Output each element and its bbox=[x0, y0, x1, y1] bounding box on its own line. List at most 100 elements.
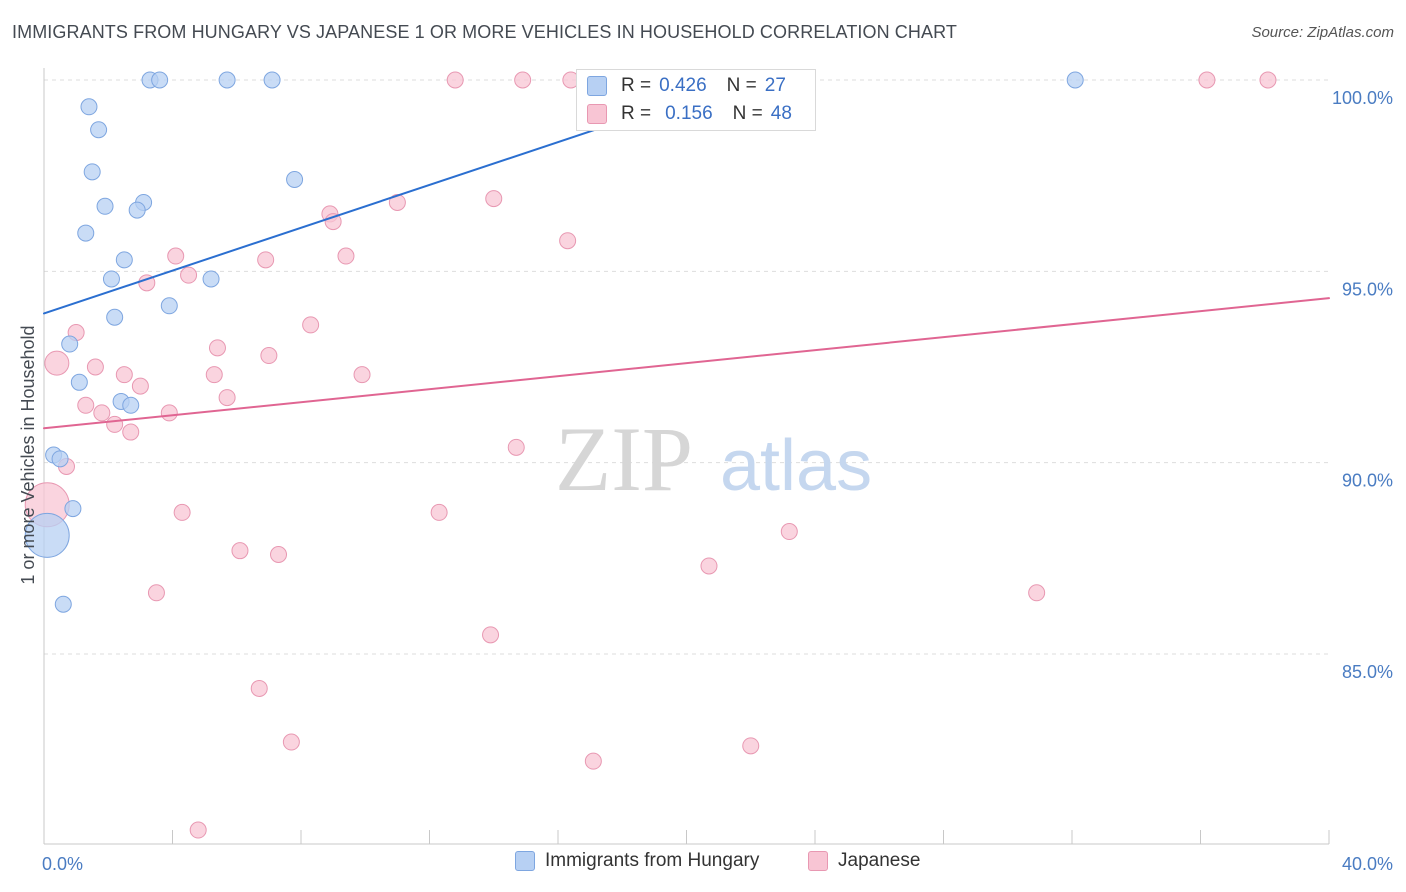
point-japanese-24[interactable] bbox=[131, 377, 149, 395]
point-hungary-23[interactable] bbox=[51, 450, 69, 468]
point-japanese-46[interactable] bbox=[584, 752, 602, 770]
legend-n-label: N = bbox=[726, 75, 757, 96]
x-tick-label-0: 0.0% bbox=[42, 854, 83, 874]
y-tick-label-1: 95.0% bbox=[1342, 279, 1393, 299]
point-japanese-41[interactable] bbox=[1028, 584, 1046, 602]
point-japanese-4[interactable] bbox=[1259, 71, 1277, 89]
point-hungary-21[interactable] bbox=[122, 396, 140, 414]
point-japanese-31[interactable] bbox=[507, 438, 525, 456]
axes bbox=[43, 68, 1330, 845]
point-japanese-43[interactable] bbox=[250, 679, 268, 697]
source-label: Source: ZipAtlas.com bbox=[1251, 24, 1394, 41]
point-japanese-6[interactable] bbox=[388, 193, 406, 211]
series-legend: Immigrants from Hungary Japanese bbox=[0, 850, 1406, 880]
point-japanese-5[interactable] bbox=[485, 190, 503, 208]
point-japanese-40[interactable] bbox=[147, 584, 165, 602]
legend-row-hungary: R = 0.426 N = 27 bbox=[587, 75, 786, 97]
point-japanese-26[interactable] bbox=[77, 396, 95, 414]
point-hungary-3[interactable] bbox=[263, 71, 281, 89]
chart-title: IMMIGRANTS FROM HUNGARY VS JAPANESE 1 OR… bbox=[12, 22, 957, 42]
point-japanese-25[interactable] bbox=[218, 389, 236, 407]
legend-r-value: 0.156 bbox=[665, 103, 713, 124]
point-hungary-7[interactable] bbox=[83, 163, 101, 181]
point-japanese-17[interactable] bbox=[208, 339, 226, 357]
point-japanese-45[interactable] bbox=[742, 737, 760, 755]
point-hungary-25[interactable] bbox=[24, 512, 70, 558]
point-japanese-22[interactable] bbox=[205, 366, 223, 384]
point-hungary-10[interactable] bbox=[96, 197, 114, 215]
legend-r-label: R = bbox=[621, 103, 652, 124]
point-japanese-47[interactable] bbox=[189, 821, 207, 839]
point-hungary-2[interactable] bbox=[218, 71, 236, 89]
tick-labels: 100.0% 95.0% 90.0% 85.0% 0.0% 40.0% bbox=[42, 88, 1393, 874]
point-hungary-16[interactable] bbox=[160, 297, 178, 315]
point-japanese-38[interactable] bbox=[270, 546, 288, 564]
point-hungary-18[interactable] bbox=[61, 335, 79, 353]
legend-label-hungary: Immigrants from Hungary bbox=[545, 850, 760, 871]
trend-lines bbox=[43, 79, 1330, 430]
point-japanese-29[interactable] bbox=[106, 415, 124, 433]
grid-lines bbox=[44, 79, 1329, 655]
point-japanese-44[interactable] bbox=[282, 733, 300, 751]
x-tick-label-1: 40.0% bbox=[1342, 854, 1393, 874]
y-axis-label: 1 or more Vehicles in Household bbox=[18, 325, 38, 584]
point-hungary-17[interactable] bbox=[106, 308, 124, 326]
legend-n-value: 48 bbox=[770, 103, 792, 124]
point-japanese-35[interactable] bbox=[430, 503, 448, 521]
point-japanese-23[interactable] bbox=[353, 366, 371, 384]
correlation-legend: R = 0.426 N = 27 R = 0.156 N = 48 bbox=[576, 69, 816, 131]
point-japanese-30[interactable] bbox=[122, 423, 140, 441]
point-japanese-10[interactable] bbox=[167, 247, 185, 265]
point-hungary-19[interactable] bbox=[70, 373, 88, 391]
point-japanese-28[interactable] bbox=[160, 404, 178, 422]
legend-swatch-hungary bbox=[587, 76, 607, 96]
point-japanese-3[interactable] bbox=[1198, 71, 1216, 89]
legend-r-label: R = bbox=[621, 75, 652, 96]
point-hungary-24[interactable] bbox=[64, 500, 82, 518]
point-japanese-15[interactable] bbox=[302, 316, 320, 334]
point-hungary-1[interactable] bbox=[151, 71, 169, 89]
point-japanese-0[interactable] bbox=[446, 71, 464, 89]
y-tick-label-3: 85.0% bbox=[1342, 662, 1393, 682]
point-japanese-20[interactable] bbox=[86, 358, 104, 376]
legend-item-hungary[interactable]: Immigrants from Hungary bbox=[515, 850, 759, 872]
legend-item-japanese[interactable]: Japanese bbox=[808, 850, 920, 872]
point-hungary-12[interactable] bbox=[77, 224, 95, 242]
point-japanese-18[interactable] bbox=[260, 347, 278, 365]
legend-n-label: N = bbox=[732, 103, 763, 124]
trend-line-japanese bbox=[43, 297, 1330, 430]
point-japanese-39[interactable] bbox=[700, 557, 718, 575]
point-hungary-5[interactable] bbox=[80, 98, 98, 116]
point-hungary-4[interactable] bbox=[1066, 71, 1084, 89]
legend-row-japanese: R = 0.156 N = 48 bbox=[587, 103, 792, 125]
legend-r-value: 0.426 bbox=[659, 75, 707, 96]
point-japanese-1[interactable] bbox=[514, 71, 532, 89]
legend-n-value: 27 bbox=[764, 75, 786, 96]
point-japanese-34[interactable] bbox=[173, 503, 191, 521]
point-japanese-42[interactable] bbox=[482, 626, 500, 644]
point-hungary-6[interactable] bbox=[90, 121, 108, 139]
point-japanese-19[interactable] bbox=[44, 350, 70, 376]
point-hungary-14[interactable] bbox=[102, 270, 120, 288]
point-hungary-8[interactable] bbox=[286, 170, 304, 188]
point-japanese-12[interactable] bbox=[257, 251, 275, 269]
legend-label-japanese: Japanese bbox=[838, 850, 921, 871]
legend-swatch-japanese bbox=[587, 104, 607, 124]
legend-swatch-hungary bbox=[515, 851, 535, 871]
point-japanese-11[interactable] bbox=[337, 247, 355, 265]
point-japanese-13[interactable] bbox=[180, 266, 198, 284]
point-hungary-11[interactable] bbox=[128, 201, 146, 219]
watermark-atlas: atlas bbox=[720, 426, 872, 506]
point-japanese-21[interactable] bbox=[115, 366, 133, 384]
point-japanese-36[interactable] bbox=[780, 523, 798, 541]
data-points bbox=[24, 71, 1277, 839]
point-hungary-26[interactable] bbox=[54, 595, 72, 613]
y-tick-label-2: 90.0% bbox=[1342, 471, 1393, 491]
legend-swatch-japanese bbox=[808, 851, 828, 871]
point-japanese-37[interactable] bbox=[231, 542, 249, 560]
point-japanese-9[interactable] bbox=[559, 232, 577, 250]
point-japanese-27[interactable] bbox=[93, 404, 111, 422]
point-hungary-13[interactable] bbox=[115, 251, 133, 269]
point-hungary-15[interactable] bbox=[202, 270, 220, 288]
